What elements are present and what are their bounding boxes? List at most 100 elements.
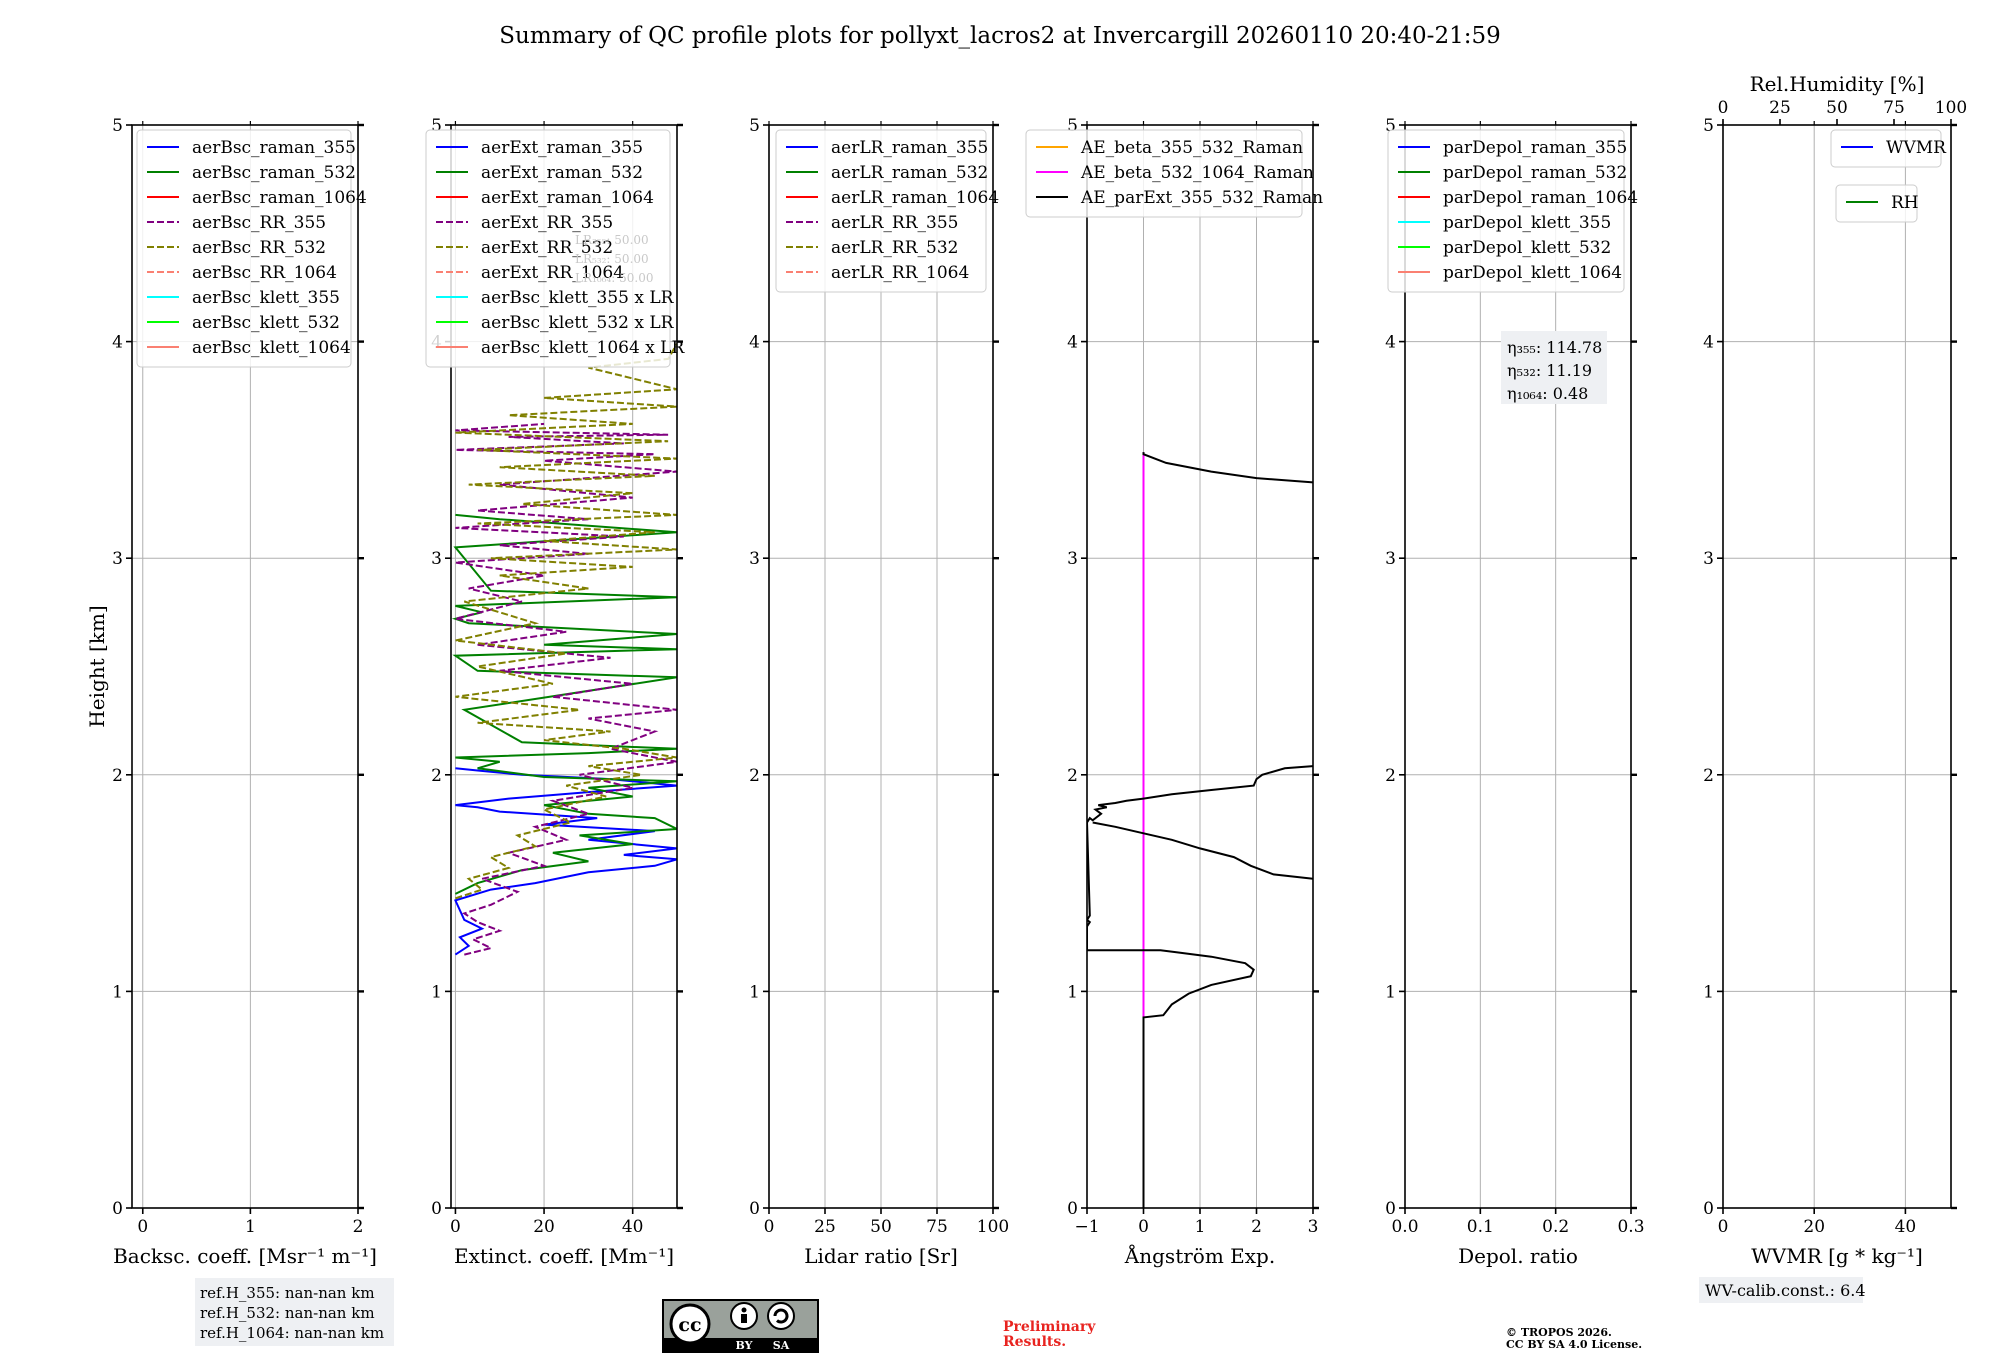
x-tick-label: 40 (622, 1217, 644, 1237)
top-tick-label: 75 (1883, 98, 1905, 118)
legend-entry: aerLR_RR_1064 (831, 263, 969, 283)
copyright-note: © TROPOS 2026. CC BY SA 4.0 License. (1506, 1326, 1642, 1351)
preliminary-line-1: Preliminary (1003, 1319, 1096, 1335)
series-line-AE_parExt_355_532_Raman (1092, 821, 1313, 880)
copyright-line-2: CC BY SA 4.0 License. (1506, 1338, 1642, 1351)
panel-wvmr: 0 20 40 0 1 2 3 4 5 WVMR [g * kg⁻¹] 0 25 50 75 100 Rel.… (1703, 72, 1967, 1268)
legend-entry: aerLR_raman_532 (831, 163, 988, 183)
eta-box-bg (1501, 331, 1607, 404)
y-tick-label: 1 (1067, 982, 1078, 1002)
series-line-AE_parExt_355_532_Raman (1142, 452, 1313, 484)
legend-entry: aerLR_RR_532 (831, 238, 958, 258)
panel-backscatter: 0 1 2 0 1 2 3 4 5 Backsc. coeff. [Msr⁻¹ m⁻¹] Heigh… (85, 116, 377, 1268)
by-label: BY (736, 1339, 753, 1352)
cc-license-badge: cc BY SA (662, 1299, 819, 1353)
y-tick-label: 0 (1703, 1199, 1714, 1219)
legend-entry: aerExt_RR_1064 (481, 263, 624, 283)
top-tick-label: 0 (1718, 98, 1729, 118)
x-tick-label: 75 (926, 1217, 948, 1237)
sa-label: SA (773, 1339, 790, 1352)
y-tick-label: 4 (112, 333, 123, 353)
y-axis-label: Height [km] (85, 605, 109, 727)
legend-frame (1387, 129, 1625, 293)
series-line-aerExt_RR_355 (455, 422, 677, 956)
ref-height-1064: ref.H_1064: nan-nan km (200, 1324, 384, 1342)
legend-entry: aerExt_raman_355 (481, 138, 643, 158)
x-tick-label: 0.3 (1617, 1217, 1644, 1237)
y-tick-label: 0 (112, 1199, 123, 1219)
legend-entry: aerExt_raman_532 (481, 163, 643, 183)
x-tick-label: 20 (533, 1217, 555, 1237)
panel-lidar_ratio: 0 25 50 75 100 0 1 2 3 4 5 Lidar ratio [Sr] aerLR_ra… (749, 116, 1009, 1268)
y-tick-label: 1 (749, 982, 760, 1002)
legend-frame (425, 129, 671, 368)
sa-share-alike-icon (767, 1302, 795, 1330)
y-tick-label: 1 (112, 982, 123, 1002)
legend-extinction: aerExt_raman_355 aerExt_raman_532 aerExt_r… (425, 129, 685, 368)
x-tick-label: 100 (977, 1217, 1009, 1237)
y-tick-label: 3 (112, 549, 123, 569)
legend-entry: aerBsc_raman_1064 (192, 188, 367, 208)
wv-calib-box: WV-calib.const.: 6.4 (1699, 1277, 1866, 1303)
legend-entry: AE_beta_355_532_Raman (1080, 138, 1303, 158)
legend-entry: aerBsc_klett_532 (192, 313, 340, 333)
y-tick-label: 4 (1385, 333, 1396, 353)
lr-note-line: LR₁₀₆₄: 50.00 (575, 271, 653, 285)
legend-entry: RH (1891, 193, 1919, 213)
y-tick-label: 5 (1067, 116, 1078, 136)
eta-value: η₁₀₆₄: 0.48 (1507, 384, 1588, 403)
legend-entry: aerLR_raman_355 (831, 138, 988, 158)
legend-angstrom: AE_beta_355_532_Raman AE_beta_532_1064_Ra… (1025, 129, 1323, 218)
legend-depol: parDepol_raman_355 parDepol_raman_532 parD… (1387, 129, 1638, 293)
y-tick-label: 5 (749, 116, 760, 136)
x-tick-label: 1 (1195, 1217, 1206, 1237)
axes-frame-extinction (450, 124, 678, 1209)
eta-value: η₅₃₂: 11.19 (1507, 361, 1592, 380)
y-tick-label: 0 (749, 1199, 760, 1219)
y-tick-label: 5 (1385, 116, 1396, 136)
legend-entry: AE_beta_532_1064_Raman (1080, 163, 1314, 183)
x-tick-label: 0 (764, 1217, 775, 1237)
y-tick-label: 3 (431, 549, 442, 569)
x-tick-label: 0 (137, 1217, 148, 1237)
y-tick-label: 3 (1067, 549, 1078, 569)
axes-frame-depol (1404, 124, 1632, 1209)
legend-frame (1835, 184, 1918, 223)
y-tick-label: 0 (1385, 1199, 1396, 1219)
preliminary-line-2: Results. (1003, 1334, 1066, 1350)
x-tick-label: 20 (1803, 1217, 1825, 1237)
panel-depol: 0.0 0.1 0.2 0.3 0 1 2 3 4 5 Depol. ratio parDepol_r… (1385, 116, 1644, 1268)
x-tick-label: 0.0 (1391, 1217, 1418, 1237)
legend-entry: aerBsc_raman_532 (192, 163, 356, 183)
legend-entry: parDepol_klett_355 (1443, 213, 1611, 233)
wv-calib-text: WV-calib.const.: 6.4 (1705, 1281, 1866, 1300)
legend2-wvmr: RH (1835, 184, 1919, 223)
series-group-extinction (451, 343, 677, 956)
legend-entry: parDepol_raman_355 (1443, 138, 1627, 158)
legend-frame (775, 129, 987, 293)
preliminary-note: Preliminary Results. (1003, 1319, 1096, 1350)
legend-entry: aerLR_raman_1064 (831, 188, 999, 208)
legend-entry: aerBsc_RR_1064 (192, 263, 337, 283)
y-tick-label: 5 (431, 116, 442, 136)
legend-entry: aerExt_raman_1064 (481, 188, 654, 208)
ref-height-355: ref.H_355: nan-nan km (200, 1284, 375, 1302)
x-tick-label: 50 (870, 1217, 892, 1237)
lr-note-line: LR₃₅₅: 50.00 (575, 233, 649, 247)
y-tick-label: 1 (1385, 982, 1396, 1002)
top-tick-label: 25 (1769, 98, 1791, 118)
legend-wvmr: WVMR (1830, 129, 1947, 168)
y-tick-label: 1 (431, 982, 442, 1002)
legend-entry: parDepol_klett_1064 (1443, 263, 1622, 283)
legend-lidar_ratio: aerLR_raman_355 aerLR_raman_532 aerLR_rama… (775, 129, 999, 293)
legend-entry: parDepol_klett_532 (1443, 238, 1611, 258)
legend-frame (136, 129, 352, 368)
x-axis-label: Ångström Exp. (1124, 1244, 1275, 1268)
x-axis-label: Extinct. coeff. [Mm⁻¹] (454, 1244, 674, 1268)
legend-entry: aerBsc_klett_532 x LR (481, 313, 675, 333)
cc-logo-text: cc (678, 1314, 701, 1336)
x-tick-label: −1 (1074, 1217, 1099, 1237)
x-tick-label: 0 (1718, 1217, 1729, 1237)
